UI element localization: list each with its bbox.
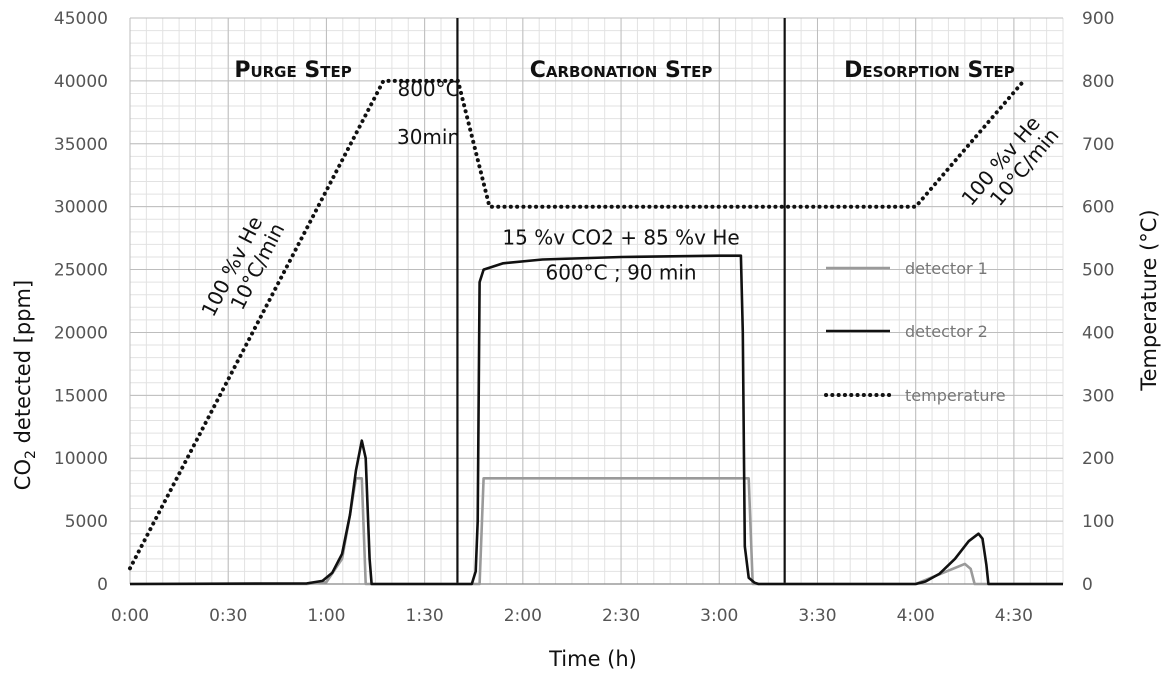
y2-axis-title: Temperature (°C) [1137, 209, 1161, 391]
y2-tick-label: 200 [1082, 449, 1114, 469]
y2-tick-label: 700 [1082, 135, 1114, 155]
grid [129, 17, 1064, 585]
y-tick-label: 30000 [54, 198, 108, 218]
y2-tick-label: 500 [1082, 261, 1114, 281]
annotation: 15 %v CO2 + 85 %v He [502, 225, 739, 249]
x-tick-label: 0:30 [209, 606, 247, 626]
legend-label: detector 2 [905, 322, 988, 341]
x-tick-label: 3:00 [700, 606, 738, 626]
y-axis-title: CO2 detected [ppm] [11, 280, 39, 490]
x-axis-title: Time (h) [548, 647, 637, 671]
y2-tick-label: 400 [1082, 323, 1114, 343]
step-heading: Carbonation Step [530, 58, 713, 83]
y-tick-label: 0 [97, 575, 108, 595]
annotation: 800°C [397, 77, 459, 101]
series-layer [128, 78, 1063, 586]
legend-label: detector 1 [905, 259, 988, 278]
x-tick-label: 1:00 [307, 606, 345, 626]
x-tick-label: 0:00 [111, 606, 149, 626]
series-temperature [128, 78, 1026, 571]
y2-tick-label: 300 [1082, 386, 1114, 406]
annotation: 600°C ; 90 min [545, 261, 696, 285]
step-heading: Purge Step [234, 58, 351, 83]
x-tick-label: 4:00 [897, 606, 935, 626]
x-tick-label: 1:30 [406, 606, 444, 626]
x-tick-label: 2:00 [504, 606, 542, 626]
y-axis-title-suffix: detected [ppm] [11, 280, 35, 450]
x-tick-label: 4:30 [995, 606, 1033, 626]
y-tick-label: 10000 [54, 449, 108, 469]
y-tick-label: 45000 [54, 9, 108, 29]
step-dividers [456, 18, 786, 584]
legend: detector 1 detector 2 temperature [824, 259, 1006, 405]
step-heading: Desorption Step [844, 58, 1015, 83]
y-tick-label: 35000 [54, 135, 108, 155]
x-tick-label: 2:30 [602, 606, 640, 626]
y-tick-label: 5000 [65, 512, 108, 532]
y2-tick-label: 0 [1082, 575, 1093, 595]
series-detector-2 [129, 254, 1063, 586]
y2-tick-label: 600 [1082, 198, 1114, 218]
annotation: 30min [397, 125, 460, 149]
y2-tick-label: 900 [1082, 9, 1114, 29]
x-tick-label: 3:30 [798, 606, 836, 626]
y-tick-label: 15000 [54, 386, 108, 406]
y2-tick-label: 800 [1082, 72, 1114, 92]
y-tick-label: 20000 [54, 323, 108, 343]
y-axis-title-prefix: CO [11, 459, 35, 490]
legend-label: temperature [905, 386, 1006, 405]
y-axis-title-subscript: 2 [23, 450, 39, 459]
y2-tick-label: 100 [1082, 512, 1114, 532]
series-detector-1 [130, 477, 1063, 586]
y-tick-label: 25000 [54, 261, 108, 281]
y-tick-label: 40000 [54, 72, 108, 92]
